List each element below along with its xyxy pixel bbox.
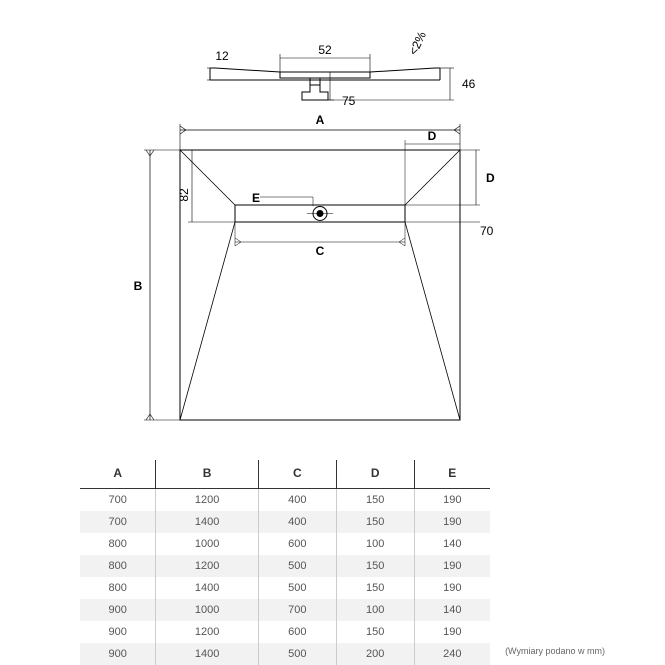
table-row: 9001400500200240 <box>80 643 490 665</box>
dim-D2: D <box>486 171 495 185</box>
table-cell: 1200 <box>156 489 259 512</box>
dim-slope: <2% <box>406 29 429 57</box>
table-cell: 400 <box>258 511 336 533</box>
table-cell: 600 <box>258 621 336 643</box>
table-cell: 240 <box>414 643 490 665</box>
technical-diagram: 12 52 75 <2% 46 <box>0 0 665 440</box>
table-cell: 190 <box>414 555 490 577</box>
table-row: 8001200500150190 <box>80 555 490 577</box>
table-cell: 800 <box>80 555 156 577</box>
table-cell: 600 <box>258 533 336 555</box>
col-A: A <box>80 460 156 489</box>
table-cell: 400 <box>258 489 336 512</box>
table-row: 7001400400150190 <box>80 511 490 533</box>
table-cell: 900 <box>80 599 156 621</box>
table-row: 9001000700100140 <box>80 599 490 621</box>
table-cell: 140 <box>414 533 490 555</box>
table-cell: 1400 <box>156 643 259 665</box>
dim-E: E <box>252 191 260 205</box>
col-B: B <box>156 460 259 489</box>
table-cell: 700 <box>258 599 336 621</box>
table-row: 9001200600150190 <box>80 621 490 643</box>
dim-A: A <box>316 113 325 127</box>
table-row: 8001000600100140 <box>80 533 490 555</box>
table-cell: 800 <box>80 577 156 599</box>
col-D: D <box>336 460 414 489</box>
table-cell: 1000 <box>156 599 259 621</box>
table-cell: 900 <box>80 643 156 665</box>
table-cell: 140 <box>414 599 490 621</box>
table-row: 7001200400150190 <box>80 489 490 512</box>
dim-52: 52 <box>318 43 332 57</box>
table-cell: 500 <box>258 577 336 599</box>
table-cell: 200 <box>336 643 414 665</box>
table-row: 8001400500150190 <box>80 577 490 599</box>
table-cell: 900 <box>80 621 156 643</box>
table-cell: 700 <box>80 511 156 533</box>
dim-46: 46 <box>462 77 476 91</box>
dim-12: 12 <box>215 49 229 63</box>
table-cell: 190 <box>414 511 490 533</box>
table-cell: 150 <box>336 489 414 512</box>
table-cell: 500 <box>258 643 336 665</box>
table-cell: 190 <box>414 577 490 599</box>
table-cell: 150 <box>336 511 414 533</box>
table-cell: 150 <box>336 621 414 643</box>
dim-B: B <box>134 279 143 293</box>
dim-70: 70 <box>480 224 494 238</box>
col-C: C <box>258 460 336 489</box>
table-cell: 800 <box>80 533 156 555</box>
table-cell: 150 <box>336 555 414 577</box>
table-cell: 100 <box>336 599 414 621</box>
table-cell: 500 <box>258 555 336 577</box>
table-cell: 100 <box>336 533 414 555</box>
col-E: E <box>414 460 490 489</box>
dim-C: C <box>316 244 325 258</box>
table-cell: 150 <box>336 577 414 599</box>
table-caption: (Wymiary podano w mm) <box>505 646 605 656</box>
dim-75: 75 <box>342 94 356 108</box>
table-cell: 190 <box>414 489 490 512</box>
table-cell: 190 <box>414 621 490 643</box>
dimensions-table: ABCDE 7001200400150190700140040015019080… <box>80 460 490 665</box>
table-cell: 1000 <box>156 533 259 555</box>
table-cell: 1400 <box>156 511 259 533</box>
table-cell: 700 <box>80 489 156 512</box>
table-cell: 1400 <box>156 577 259 599</box>
dim-D1: D <box>428 129 437 143</box>
table-cell: 1200 <box>156 621 259 643</box>
table-cell: 1200 <box>156 555 259 577</box>
dim-82: 82 <box>177 188 191 202</box>
